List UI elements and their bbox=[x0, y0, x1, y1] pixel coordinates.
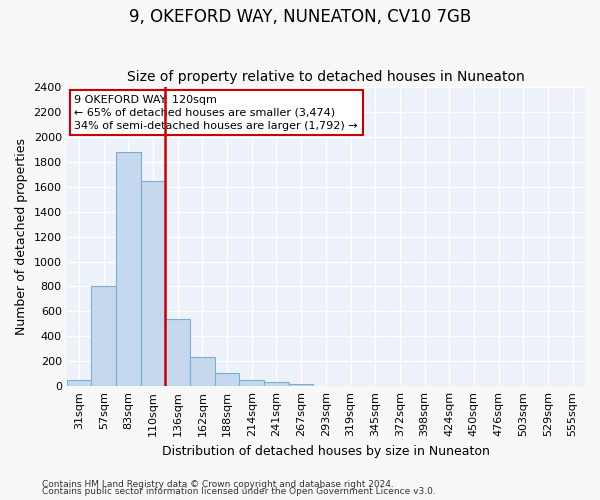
Bar bbox=[289, 384, 313, 386]
Bar bbox=[67, 380, 91, 386]
Bar bbox=[264, 382, 289, 386]
X-axis label: Distribution of detached houses by size in Nuneaton: Distribution of detached houses by size … bbox=[162, 444, 490, 458]
Bar bbox=[141, 180, 166, 386]
Text: Contains HM Land Registry data © Crown copyright and database right 2024.: Contains HM Land Registry data © Crown c… bbox=[42, 480, 394, 489]
Text: 9 OKEFORD WAY: 120sqm
← 65% of detached houses are smaller (3,474)
34% of semi-d: 9 OKEFORD WAY: 120sqm ← 65% of detached … bbox=[74, 94, 358, 131]
Bar bbox=[215, 373, 239, 386]
Y-axis label: Number of detached properties: Number of detached properties bbox=[15, 138, 28, 335]
Bar bbox=[190, 357, 215, 386]
Text: Contains public sector information licensed under the Open Government Licence v3: Contains public sector information licen… bbox=[42, 487, 436, 496]
Title: Size of property relative to detached houses in Nuneaton: Size of property relative to detached ho… bbox=[127, 70, 525, 85]
Bar bbox=[166, 319, 190, 386]
Bar bbox=[239, 380, 264, 386]
Bar bbox=[116, 152, 141, 386]
Bar bbox=[91, 286, 116, 386]
Text: 9, OKEFORD WAY, NUNEATON, CV10 7GB: 9, OKEFORD WAY, NUNEATON, CV10 7GB bbox=[129, 8, 471, 26]
